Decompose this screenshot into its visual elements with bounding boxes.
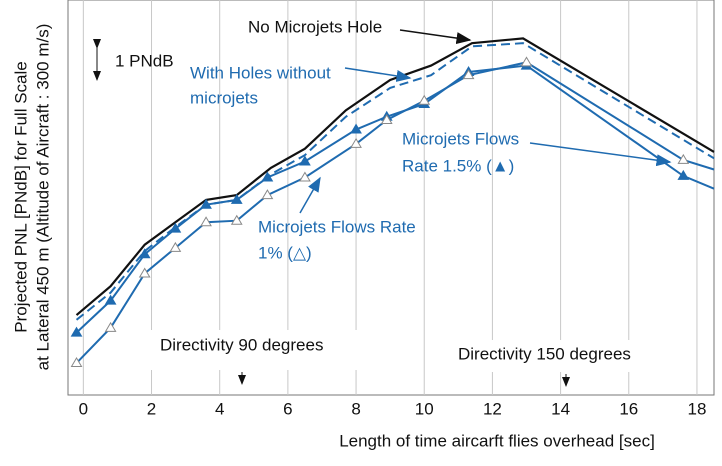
annotation: No Microjets Hole [248,17,382,36]
x-tick-label: 6 [283,399,292,418]
label-bg [150,330,365,370]
series-line [75,61,715,364]
marker [299,171,311,182]
annotation: Directivity 90 degrees [160,335,323,354]
series-line [75,64,715,334]
marker [299,155,311,166]
annotation: Microjets Flows [402,129,519,148]
marker [462,69,475,80]
marker [520,56,533,67]
marker [261,189,274,200]
marker [70,357,83,368]
marker [70,326,83,337]
series-line [75,37,715,316]
plot-frame [67,0,715,396]
x-tick-label: 0 [79,399,88,418]
x-tick-label: 2 [147,399,156,418]
marker [677,169,690,180]
arrow [399,29,472,45]
marker [418,94,431,105]
marker [138,267,151,278]
y-axis-label-line: at Lateral 450 m (Altitude of Aircraft :… [33,24,52,371]
marker [104,294,117,305]
y-axis-label-line: Projected PNL [PNdB] for Full Scale [11,61,30,333]
label-bg [450,340,675,372]
x-tick-label: 16 [619,399,638,418]
marker [200,216,212,227]
marker [230,193,243,204]
annotation: Rate 1.5% (▲) [402,156,514,175]
marker [350,137,362,148]
marker [104,321,117,332]
annotation: Microjets Flows Rate [258,217,416,236]
marker [350,123,362,134]
grid [82,0,698,395]
arrow [344,67,412,82]
annotation: With Holes without [190,63,331,82]
annotation: microjets [190,88,258,107]
marker [380,113,393,124]
x-tick-label: 4 [215,399,224,418]
y-axis-label: Projected PNL [PNdB] for Full Scale at L… [11,24,52,371]
x-axis-label: Length of time aircarft flies overhead [… [339,431,655,450]
x-tick-label: 8 [351,399,360,418]
marker [230,214,243,225]
marker [261,171,274,182]
marker [169,222,182,233]
arrow [529,142,672,167]
series-line [75,42,715,321]
marker [138,248,151,259]
x-tick-label: 12 [483,399,502,418]
x-tick-label: 10 [415,399,434,418]
lines [70,37,715,368]
marker [200,198,212,209]
annotation: Directivity 150 degrees [458,344,631,363]
marker [169,241,182,252]
annotation: 1% (△) [258,243,312,262]
arrow [299,176,321,214]
marker [677,153,690,164]
x-tick-label: 18 [687,399,706,418]
annotation: 1 PNdB [115,51,174,70]
x-tick-label: 14 [551,399,570,418]
